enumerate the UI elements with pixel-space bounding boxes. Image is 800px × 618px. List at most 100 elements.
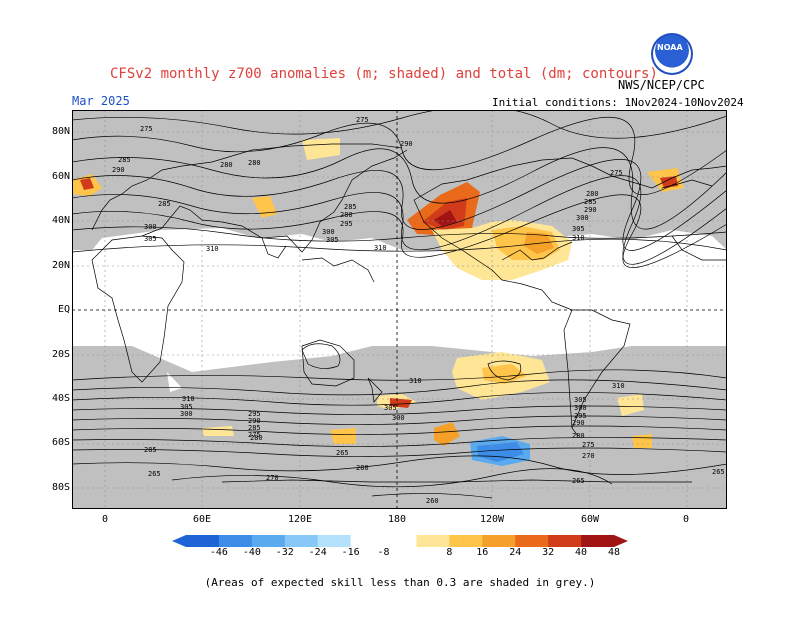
- contour-label: 280: [572, 432, 585, 440]
- contour-label: 280: [586, 190, 599, 198]
- lon-label: 120E: [287, 514, 313, 525]
- colorbar-cell: [218, 535, 253, 547]
- colorbar: [172, 535, 628, 547]
- colorbar-tick-label: -32: [275, 547, 294, 558]
- colorbar-cell: [515, 535, 549, 547]
- contour-label: 310: [612, 382, 625, 390]
- initial-conditions: Initial conditions: 1Nov2024-10Nov2024: [492, 96, 744, 109]
- colorbar-cell: [581, 535, 615, 547]
- colorbar-tick-label: 24: [509, 547, 522, 558]
- contour-label: 265: [712, 468, 725, 476]
- contour-label: 310: [374, 244, 387, 252]
- colorbar-arrow-low: [172, 535, 186, 547]
- lat-label: 40S: [51, 393, 70, 404]
- colorbar-arrow-high: [614, 535, 628, 547]
- contour-label: 290: [112, 166, 125, 174]
- contour-label: 295: [574, 412, 587, 420]
- colorbar-cell: [482, 535, 516, 547]
- colorbar-tick-label: 40: [575, 547, 588, 558]
- colorbar-tick-label: 16: [476, 547, 489, 558]
- colorbar-tick-label: 48: [607, 547, 621, 558]
- colorbar-cell: [383, 535, 417, 547]
- colorbar-tick-label: -46: [209, 547, 228, 558]
- lon-label: 180: [387, 514, 407, 525]
- colorbar-cells: [172, 535, 628, 547]
- anomaly-map: 275 275 285 290 280 290 285 285 280 295 …: [72, 110, 727, 509]
- colorbar-cell: [186, 535, 220, 547]
- contour-label: 290: [248, 417, 261, 425]
- contour-label: 275: [610, 169, 623, 177]
- contour-label: 300: [392, 414, 405, 422]
- lon-label: 0: [682, 514, 690, 525]
- contour-label: 295: [248, 410, 261, 418]
- lat-label: 60N: [51, 171, 70, 182]
- colorbar-cell: [416, 535, 450, 547]
- contour-label: 300: [574, 404, 587, 412]
- contour-label: 305: [144, 235, 157, 243]
- lon-label: 60E: [192, 514, 212, 525]
- colorbar-cell: [284, 535, 319, 547]
- contour-label: 310: [206, 245, 219, 253]
- contour-label: 285: [248, 424, 261, 432]
- colorbar-cell: [251, 535, 286, 547]
- contour-label: 265: [148, 470, 161, 478]
- contour-label: 285: [144, 446, 157, 454]
- contour-labels: 275 275 285 290 280 290 285 285 280 295 …: [112, 116, 725, 505]
- contour-label: 300: [576, 214, 589, 222]
- contour-label: 275: [582, 441, 595, 449]
- contour-label: 285: [158, 200, 171, 208]
- contour-label: 305: [180, 403, 193, 411]
- contour-label: 305: [384, 404, 397, 412]
- lat-label: 80S: [51, 482, 70, 493]
- colorbar-tick-label: -40: [242, 547, 261, 558]
- lat-label: 60S: [51, 437, 70, 448]
- contour-label: 310: [182, 395, 195, 403]
- lon-label: 60W: [580, 514, 600, 525]
- high-skill-areas: [92, 228, 727, 392]
- coastlines: [91, 143, 727, 483]
- contour-label: 305: [574, 396, 587, 404]
- colorbar-cell: [350, 535, 385, 547]
- forecast-month: Mar 2025: [72, 94, 130, 108]
- contour-label: 275: [356, 116, 369, 124]
- height-contours: [72, 110, 727, 499]
- contour-label: 270: [582, 452, 595, 460]
- contour-label: 300: [180, 410, 193, 418]
- colorbar-tick-label: 32: [542, 547, 555, 558]
- contour-label: 265: [572, 477, 585, 485]
- contour-label: 305: [572, 225, 585, 233]
- contour-label: 290: [572, 419, 585, 427]
- lon-label: 120W: [479, 514, 505, 525]
- contour-label: 275: [248, 431, 261, 439]
- contour-label: 310: [409, 377, 422, 385]
- lat-label: EQ: [57, 304, 70, 315]
- contour-label: 280: [248, 159, 261, 167]
- lat-label: 80N: [51, 126, 70, 137]
- contour-label: 290: [400, 140, 413, 148]
- agency-label: NWS/NCEP/CPC: [618, 78, 705, 92]
- contour-label: 275: [140, 125, 153, 133]
- noaa-logo: [651, 33, 693, 75]
- contour-label: 285: [118, 156, 131, 164]
- colorbar-tick-label: -24: [308, 547, 327, 558]
- lat-label: 40N: [51, 215, 70, 226]
- contour-label: 310: [572, 234, 585, 242]
- contour-label: 265: [336, 449, 349, 457]
- contour-label: 300: [322, 228, 335, 236]
- colorbar-tick-label: -16: [341, 547, 360, 558]
- contour-label: 295: [340, 220, 353, 228]
- colorbar-cell: [317, 535, 352, 547]
- lat-label: 20S: [51, 349, 70, 360]
- colorbar-tick-label: 8: [446, 547, 453, 558]
- contour-label: 290: [584, 206, 597, 214]
- contour-label: 300: [144, 223, 157, 231]
- colorbar-cell: [449, 535, 483, 547]
- contour-label: 280: [340, 211, 353, 219]
- contour-label: 270: [266, 474, 279, 482]
- noaa-logo-text: NOAA: [657, 43, 683, 52]
- contour-label: 280: [220, 161, 233, 169]
- contour-label: 285: [584, 198, 597, 206]
- reference-lines: [72, 110, 727, 509]
- contour-label: 285: [344, 203, 357, 211]
- contour-label: 305: [326, 236, 339, 244]
